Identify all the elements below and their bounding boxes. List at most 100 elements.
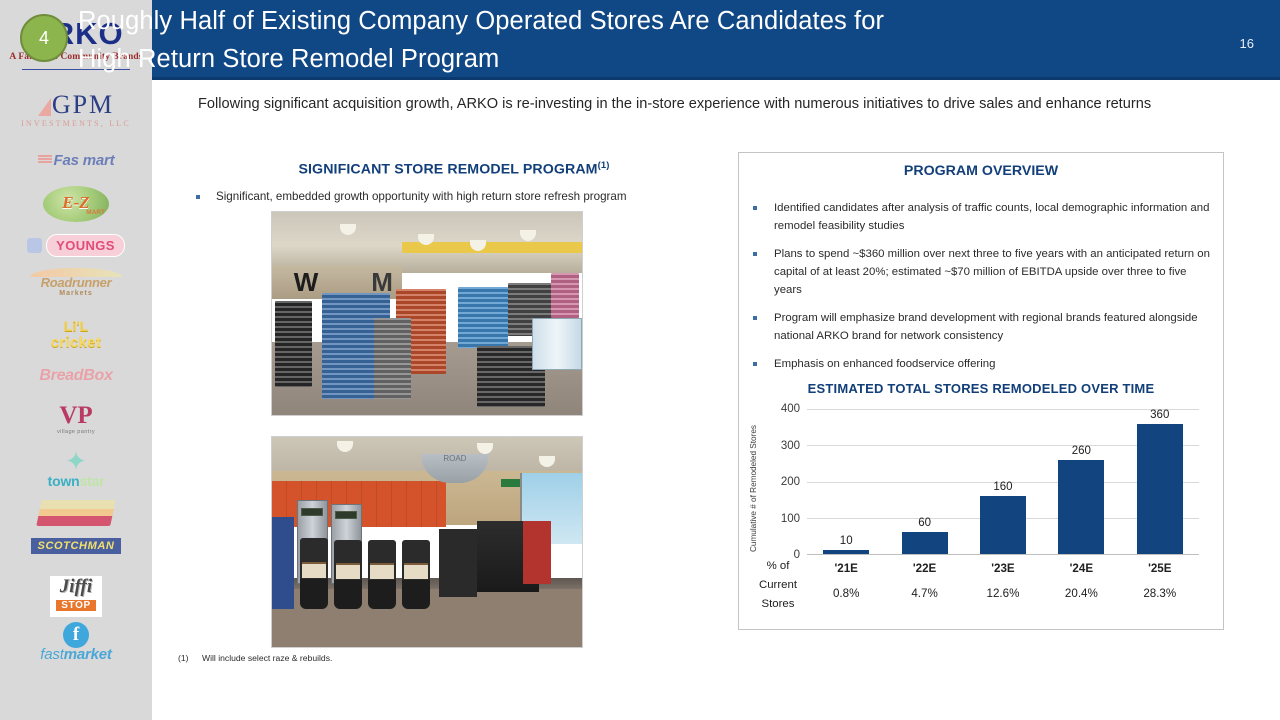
brand-logo-breadbox: BreadBox [0, 367, 152, 385]
brand-logo-jiffistop: Jiffi STOP [0, 576, 152, 618]
chart-bar-value-label: 10 [839, 535, 853, 548]
step-number-badge: 4 [20, 14, 68, 62]
chart-bar-group: 10 [811, 409, 882, 554]
chart-bar[interactable] [823, 550, 870, 554]
chart-y-axis-label: Cumulative # of Remodeled Stores [749, 425, 758, 553]
program-overview-panel: PROGRAM OVERVIEW Identified candidates a… [738, 152, 1224, 630]
chart-secondary-value: 28.3% [1143, 587, 1177, 600]
gpm-triangle-icon [37, 98, 51, 116]
brand-logo-townstar: ✦ townstar [0, 446, 152, 491]
townstar-star-icon: ✦ [65, 446, 87, 476]
ezmart-sub: MART [86, 209, 105, 216]
photo-letter-m: M [371, 266, 393, 297]
brand-logo-roadrunner: Roadrunner Markets [0, 268, 152, 297]
chart-x-tick-label: '23E [991, 562, 1015, 575]
chart-secondary-row-caption: % of Current Stores [749, 557, 807, 614]
photo-pendant-lamp [538, 455, 555, 467]
chart-secondary-value: 4.7% [911, 587, 938, 600]
header-accent-bar [152, 77, 1280, 80]
footnote-text: Will include select raze & rebuilds. [202, 653, 333, 663]
photo-endcap [476, 345, 545, 407]
page-title: Roughly Half of Existing Company Operate… [78, 2, 1128, 78]
chart-bar[interactable] [1058, 459, 1105, 554]
chart-bar[interactable] [901, 532, 948, 554]
list-item: Identified candidates after analysis of … [753, 200, 1213, 236]
page-title-line-2: High Return Store Remodel Program [78, 45, 500, 73]
lilcricket-line1: Li'L [63, 318, 89, 334]
chart-secondary-values: 0.8% 4.7% 12.6% 20.4% 28.3% [807, 584, 1199, 602]
chart-y-tick-label: 300 [780, 439, 800, 452]
list-item-label: Significant, embedded growth opportunity… [216, 190, 627, 203]
townstar-wordmark-b: star [79, 473, 105, 490]
list-item: Plans to spend ~$360 million over next t… [753, 246, 1213, 299]
chart-x-axis-labels: '21E '22E '23E '24E '25E [807, 559, 1199, 577]
villagepantry-subtitle: village pantry [56, 428, 95, 435]
arko-divider [22, 69, 130, 70]
photo-gondola [396, 289, 446, 375]
roadrunner-swoosh-icon [30, 268, 122, 277]
chart-gridline: 300 [781, 440, 1199, 452]
chart-secondary-value: 0.8% [832, 587, 860, 600]
photo-gondola [458, 287, 508, 348]
youngs-mark-icon [27, 238, 43, 253]
photo-urn-label [302, 562, 326, 578]
photo-pendant-lamp [340, 224, 357, 236]
jiffistop-line2: STOP [56, 600, 96, 612]
roadrunner-wordmark: Roadrunner [40, 275, 112, 290]
chart-secondary-caption-line: % of [766, 560, 790, 572]
photo-urn-label [370, 563, 394, 579]
brand-logo-fasmart: Fas mart [0, 152, 152, 170]
breadbox-wordmark: BreadBox [39, 367, 113, 384]
photo-urn-label [336, 563, 360, 579]
list-item-label: Emphasis on enhanced foodservice offerin… [774, 358, 996, 371]
photo-gondola [275, 301, 313, 387]
chart-y-tick-label: 200 [780, 476, 800, 488]
chart-bar[interactable] [1136, 424, 1183, 554]
footnote-marker: (1) [178, 653, 189, 663]
photo-pendant-lamp [337, 441, 354, 453]
chart-x-tick-label: '24E [1069, 562, 1094, 575]
bullet-square-icon [753, 362, 757, 367]
photo-coffee-urn [402, 539, 431, 610]
page-number: 16 [1239, 36, 1254, 51]
chart-y-tick-label: 0 [793, 549, 800, 561]
list-item: Program will emphasize brand development… [753, 310, 1213, 346]
chart-plot-area: 400 300 200 100 0 10 60 160 260 360 [781, 403, 1199, 561]
brand-logo-gpm: GPM INVESTMENTS, LLC [0, 92, 152, 129]
header-banner [152, 0, 1280, 80]
roadrunner-subtitle: Markets [59, 290, 93, 297]
youngs-wordmark: YOUNGS [46, 234, 125, 257]
photo-cooler-door [532, 317, 582, 371]
chart-bar-value-label: 60 [918, 517, 931, 530]
villagepantry-wordmark: VP [59, 402, 93, 429]
photo-endcap [374, 317, 412, 399]
photo-letter-w: W [293, 266, 319, 297]
jiffistop-line1: Jiffi [59, 576, 93, 597]
photo-yellow-soffit [402, 242, 582, 253]
chart-bars: 10 60 160 260 360 [807, 409, 1199, 554]
store-interior-photo: W M [271, 211, 583, 416]
chart-secondary-value: 20.4% [1064, 587, 1098, 600]
photo-coffee-urn [368, 539, 396, 610]
chart-x-tick-label: '22E [912, 562, 937, 575]
brand-logo-scotchman: SCOTCHMAN [0, 536, 152, 554]
chart-bar-value-label: 160 [993, 481, 1013, 493]
chart-secondary-caption-line: Stores [761, 598, 795, 610]
chart-bar[interactable] [979, 496, 1026, 554]
stores-remodeled-chart: ESTIMATED TOTAL STORES REMODELED OVER TI… [747, 381, 1215, 621]
bullet-square-icon [753, 315, 757, 320]
chart-bar-group: 160 [968, 409, 1039, 554]
fasmart-bars-icon [37, 155, 52, 164]
chart-secondary-value: 12.6% [986, 587, 1020, 600]
photo-storefront-window [520, 472, 582, 545]
program-overview-title: PROGRAM OVERVIEW [903, 163, 1059, 179]
scotchman-wordmark: SCOTCHMAN [30, 538, 122, 554]
brand-logo-youngs: YOUNGS [0, 234, 152, 257]
brand-logo-lilcricket: Li'L cricket [0, 318, 152, 351]
program-overview-bullet-list: Identified candidates after analysis of … [753, 200, 1213, 384]
list-item-label: Program will emphasize brand development… [774, 311, 1198, 342]
footnote: (1) Will include select raze & rebuilds. [178, 653, 332, 663]
bullet-square-icon [753, 252, 757, 257]
chart-gridline: 400 [781, 403, 1199, 415]
